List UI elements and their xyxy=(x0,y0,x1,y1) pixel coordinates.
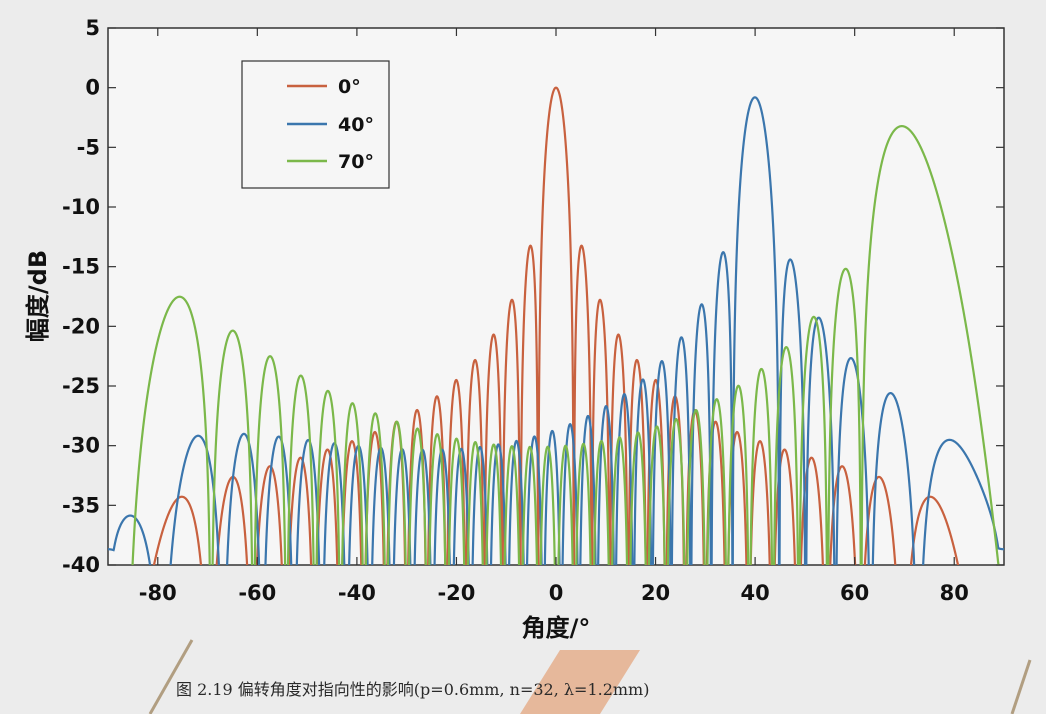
x-tick-label: 80 xyxy=(940,581,969,605)
y-tick-label: -15 xyxy=(62,255,100,279)
decorative-stroke-left xyxy=(148,639,194,714)
x-tick-label: -20 xyxy=(437,581,475,605)
series-layer xyxy=(108,86,1004,565)
decorative-orange-shape xyxy=(520,650,640,714)
series-line-40deg xyxy=(108,96,1004,565)
y-tick-label: -25 xyxy=(62,374,100,398)
figure-caption: 图 2.19 偏转角度对指向性的影响(p=0.6mm, n=32, λ=1.2m… xyxy=(176,680,650,699)
x-tick-label: -80 xyxy=(139,581,177,605)
series-line-70deg xyxy=(131,125,1000,565)
y-tick-label: -20 xyxy=(62,314,100,338)
decorative-stroke-right xyxy=(1010,659,1032,714)
series-line-0deg xyxy=(152,86,960,565)
y-tick-label: -5 xyxy=(77,135,100,159)
x-tick-label: 60 xyxy=(840,581,869,605)
legend-label-70deg: 70° xyxy=(338,151,374,173)
x-tick-label: 0 xyxy=(549,581,564,605)
x-axis-title: 角度/° xyxy=(522,614,591,642)
legend-label-40deg: 40° xyxy=(338,114,374,136)
legend-label-0deg: 0° xyxy=(338,76,361,98)
x-tick-label: 40 xyxy=(740,581,769,605)
x-tick-label: -60 xyxy=(238,581,276,605)
y-tick-label: -10 xyxy=(62,195,100,219)
y-axis-title: 幅度/dB xyxy=(24,250,52,342)
x-tick-labels: -80 -60 -40 -20 0 20 40 60 80 xyxy=(139,581,969,605)
y-tick-label: -40 xyxy=(62,553,100,577)
y-tick-label: 0 xyxy=(85,76,100,100)
ticks-layer xyxy=(108,27,1004,566)
y-tick-label: 5 xyxy=(85,16,100,40)
legend: 0° 40° 70° xyxy=(241,60,390,189)
y-tick-labels: 5 0 -5 -10 -15 -20 -25 -30 -35 -40 xyxy=(62,16,100,577)
x-tick-label: -40 xyxy=(338,581,376,605)
y-tick-label: -30 xyxy=(62,434,100,458)
x-tick-label: 20 xyxy=(641,581,670,605)
y-tick-label: -35 xyxy=(62,493,100,517)
